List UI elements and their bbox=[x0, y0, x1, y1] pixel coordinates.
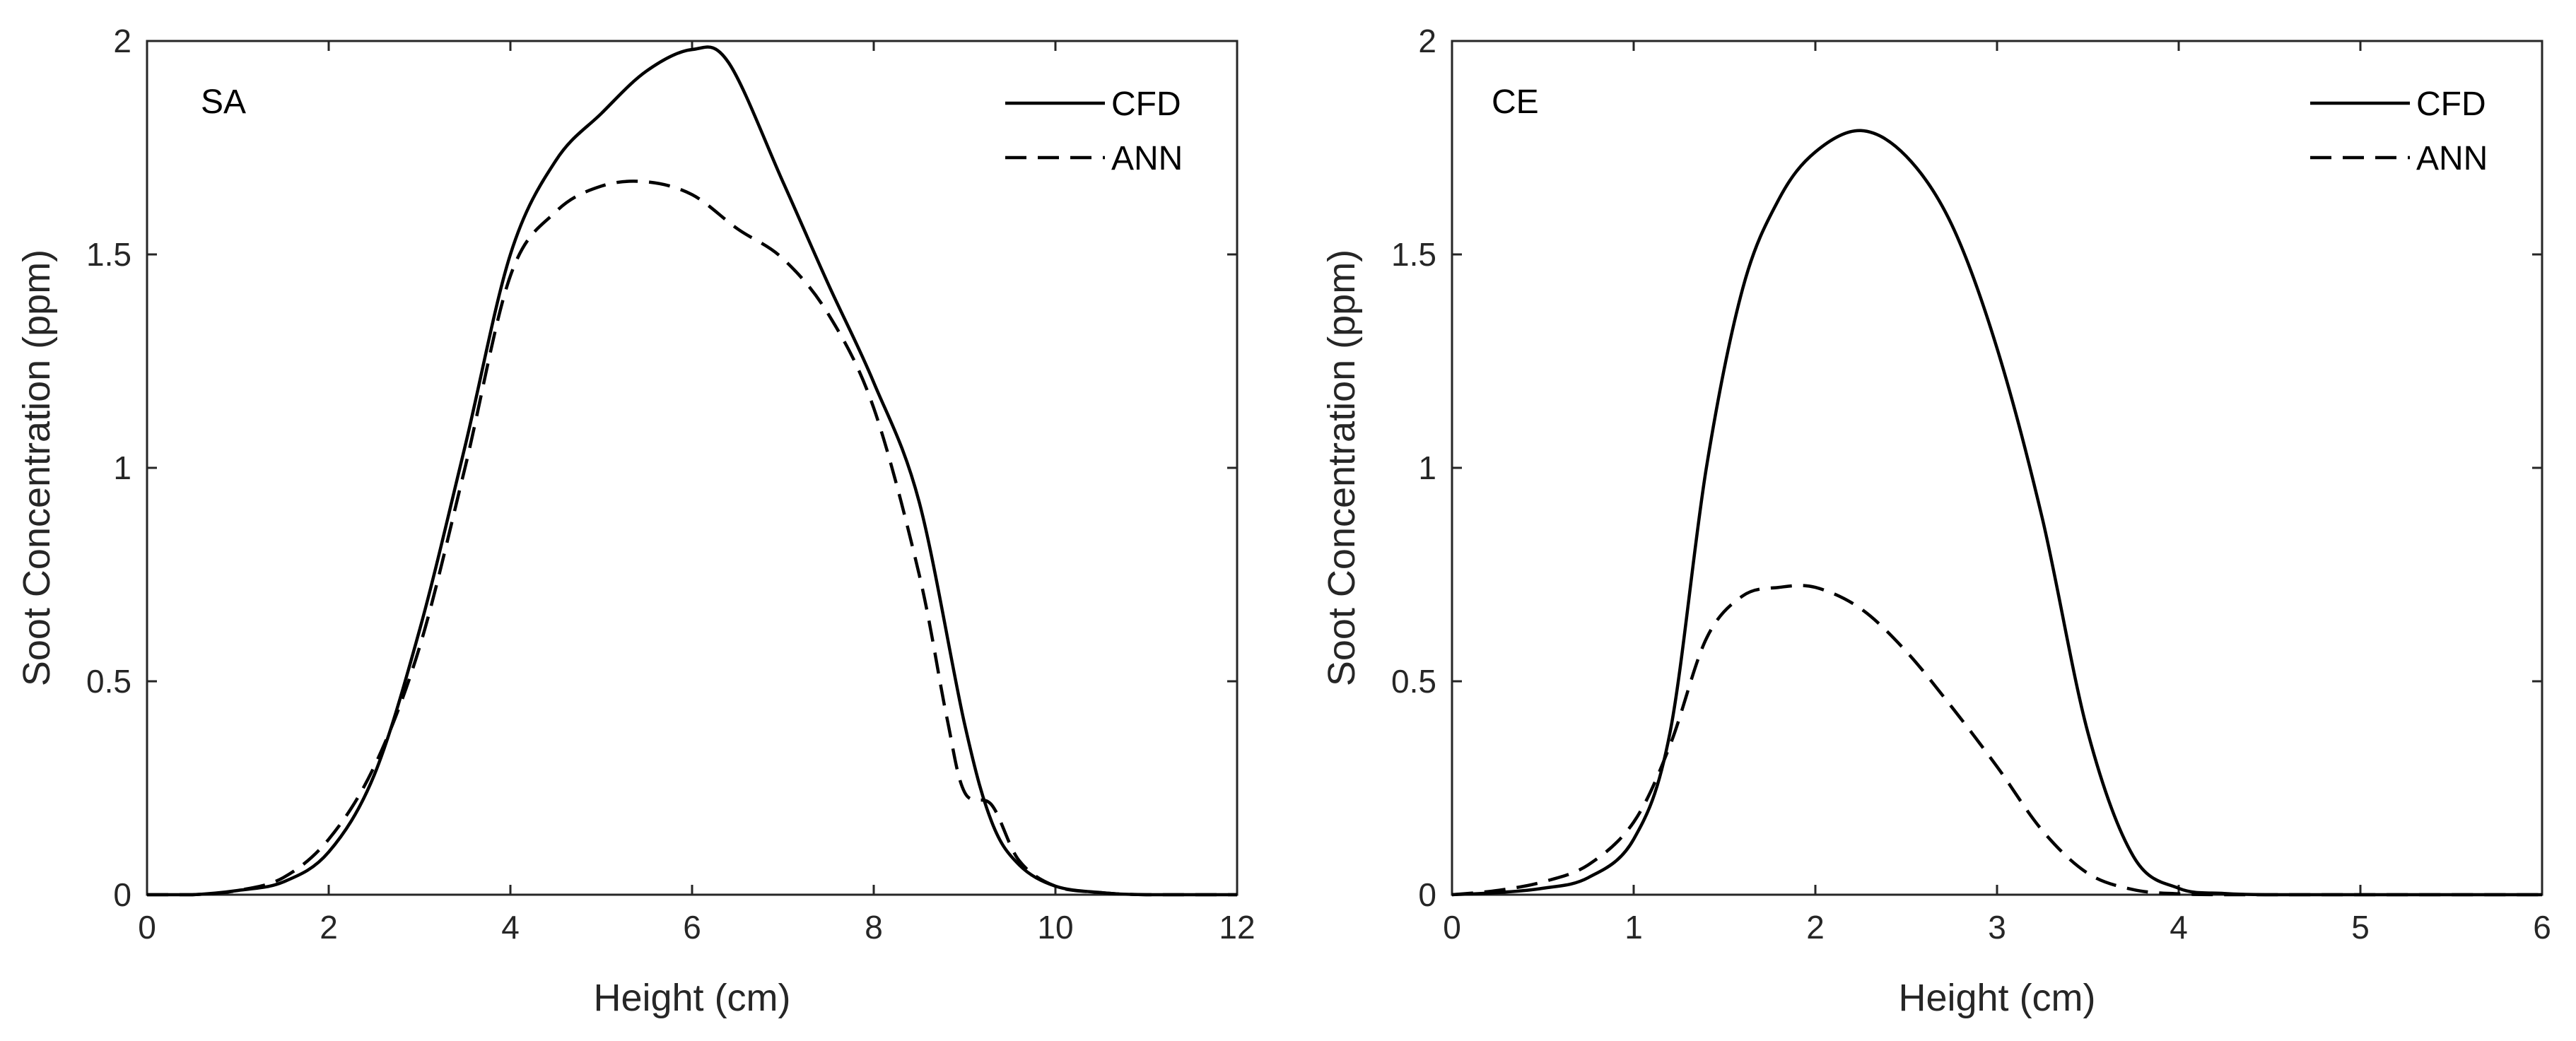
series-line-cfd-sa bbox=[147, 45, 1237, 897]
series-sa bbox=[147, 45, 1237, 897]
ticks-ce: 0 1 2 3 4 5 6 0 0.5 1 1.5 2 bbox=[1391, 23, 2551, 946]
x-tick-label-ce-3: 3 bbox=[1988, 909, 2006, 946]
series-line-ann-ce bbox=[1451, 584, 2542, 897]
x-axis-label-sa: Height (cm) bbox=[593, 977, 790, 1019]
legend-sa: CFD ANN bbox=[1005, 86, 1183, 177]
x-tick-label-ce-0: 0 bbox=[1443, 909, 1461, 946]
x-tick-label-sa-5: 10 bbox=[1037, 909, 1073, 946]
y-tick-label-sa-1: 0.5 bbox=[86, 663, 131, 700]
panel-label-sa: SA bbox=[201, 83, 246, 121]
x-tick-label-sa-2: 4 bbox=[501, 909, 520, 946]
y-tick-label-sa-4: 2 bbox=[113, 23, 131, 59]
chart-panel-sa: 0 2 4 6 8 10 12 0 0.5 1 1.5 2 SA CFD ANN Height (cm… bbox=[16, 23, 1255, 1019]
x-tick-label-sa-1: 2 bbox=[320, 909, 338, 946]
x-tick-label-sa-3: 6 bbox=[683, 909, 701, 946]
x-axis-label-ce: Height (cm) bbox=[1898, 977, 2095, 1019]
x-tick-label-ce-4: 4 bbox=[2170, 909, 2188, 946]
x-tick-label-ce-6: 6 bbox=[2533, 909, 2551, 946]
y-tick-label-ce-3: 1.5 bbox=[1391, 236, 1436, 273]
x-tick-label-ce-5: 5 bbox=[2351, 909, 2370, 946]
x-tick-label-ce-2: 2 bbox=[1806, 909, 1825, 946]
y-tick-label-ce-1: 0.5 bbox=[1391, 663, 1436, 700]
panel-label-ce: CE bbox=[1492, 83, 1539, 121]
y-tick-label-ce-4: 2 bbox=[1418, 23, 1436, 59]
legend-label-ann-sa: ANN bbox=[1111, 140, 1183, 177]
legend-label-cfd-ce: CFD bbox=[2416, 86, 2486, 123]
x-tick-label-sa-4: 8 bbox=[865, 909, 883, 946]
series-line-ann-sa bbox=[147, 180, 1237, 897]
y-tick-label-ce-2: 1 bbox=[1418, 449, 1436, 486]
y-axis-label-ce: Soot Concentration (ppm) bbox=[1321, 249, 1363, 686]
y-tick-label-ce-0: 0 bbox=[1418, 876, 1436, 913]
chart-panel-ce: 0 1 2 3 4 5 600.511.52 CE CFD ANN Height (cm) … bbox=[1321, 23, 2551, 1019]
y-tick-label-sa-0: 0 bbox=[113, 876, 131, 913]
legend-label-cfd-sa: CFD bbox=[1111, 86, 1181, 123]
ticks-sa: 0 2 4 6 8 10 12 0 0.5 1 1.5 2 bbox=[86, 23, 1255, 946]
legend-label-ann-ce: ANN bbox=[2416, 140, 2488, 177]
y-axis-label-sa: Soot Concentration (ppm) bbox=[16, 249, 58, 686]
series-line-cfd-ce bbox=[1451, 129, 2542, 897]
x-tick-label-sa-0: 0 bbox=[138, 909, 156, 946]
y-tick-label-sa-2: 1 bbox=[113, 449, 131, 486]
x-tick-label-ce-1: 1 bbox=[1624, 909, 1643, 946]
x-tick-label-sa-6: 12 bbox=[1219, 909, 1255, 946]
legend-ce: CFD ANN bbox=[2310, 86, 2488, 177]
y-tick-label-sa-3: 1.5 bbox=[86, 236, 131, 273]
series-ce bbox=[1451, 129, 2542, 897]
